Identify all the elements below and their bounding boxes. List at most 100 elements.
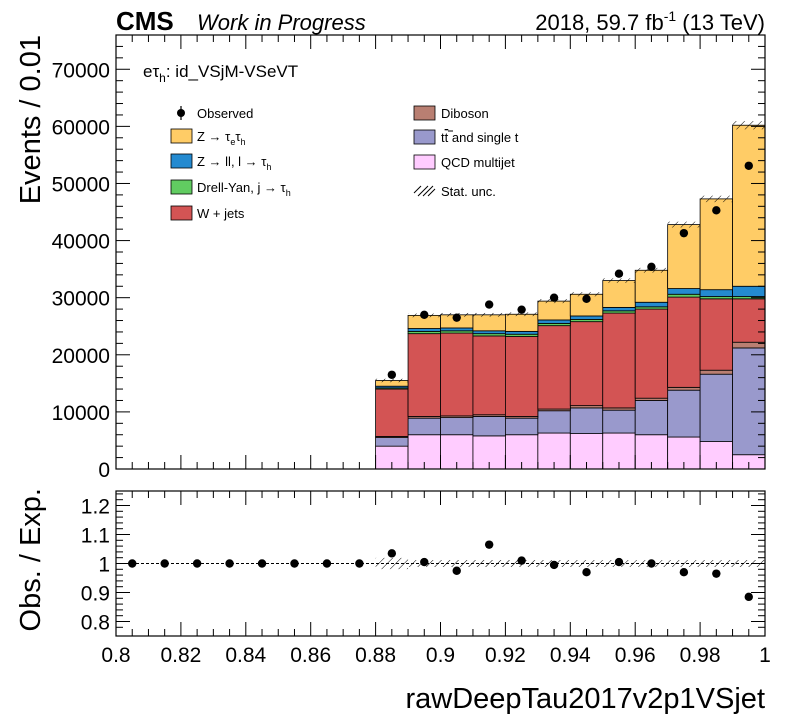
stat-band-14 [570, 292, 603, 297]
bar-ttbar-18 [699, 373, 733, 442]
y-tick-label: 50000 [52, 173, 110, 196]
bar-ttbar-9 [407, 417, 441, 436]
ratio-axes: 0.8 0.9 1 1.1 1.2 0.8 0.82 0.84 0.86 0.88 0.9 0.92 0… [81, 490, 771, 667]
main-axes: 0 10000 20000 30000 40000 50000 60000 70000 [52, 34, 766, 482]
bar-zll-14 [569, 315, 604, 320]
bar-diboson-18 [699, 369, 733, 375]
stack-bars [375, 124, 766, 470]
x-tick-label: 0.88 [355, 644, 396, 667]
observed-point-12 [517, 305, 526, 314]
ratio-point-7 [355, 559, 364, 568]
legend-entry-observed: Observed [177, 106, 253, 121]
x-tick-label: 0.8 [101, 644, 130, 667]
legend-label-dy: Drell-Yan, j → τh [197, 180, 291, 198]
x-tick-label: 0.92 [485, 644, 526, 667]
bar-ttbar-19 [732, 347, 766, 456]
ratio-point-10 [452, 566, 461, 575]
legend-label-observed: Observed [197, 106, 253, 121]
bar-ztt-13 [537, 300, 571, 321]
legend-entry-ttbar: tt and single t [413, 129, 519, 145]
legend-label-ztt: Z → τeτh [197, 129, 245, 147]
x-tick-label: 0.9 [426, 644, 455, 667]
legend: Observed Z → τeτh Z → ll, l → τh Drell-Y… [170, 105, 519, 221]
observed-point-11 [484, 300, 494, 309]
y-tick-label: 60000 [52, 116, 110, 139]
ratio-y-tick-label: 0.8 [81, 612, 110, 635]
bar-wjets-9 [407, 333, 441, 417]
legend-swatch-qcd [413, 154, 436, 170]
y-tick-label: 40000 [52, 231, 110, 254]
ratio-point-11 [484, 540, 494, 549]
bar-wjets-17 [667, 296, 701, 388]
bar-ttbar-10 [440, 417, 474, 436]
stat-band-11 [472, 312, 506, 317]
ratio-point-16 [647, 559, 656, 568]
legend-entry-stat: Stat. unc. [413, 184, 496, 199]
observed-points [387, 161, 753, 379]
lumi-label: 2018, 59.7 fb-1 (13 TeV) [535, 8, 765, 35]
bar-zll-15 [602, 306, 636, 312]
x-tick-label: 0.96 [615, 644, 656, 667]
y-tick-label: 20000 [52, 345, 110, 368]
bar-zll-10 [440, 327, 474, 332]
observed-point-8 [387, 370, 397, 379]
ratio-point-13 [549, 560, 559, 570]
observed-point-19 [744, 161, 753, 170]
ratio-point-14 [582, 568, 591, 577]
bar-ttbar-8 [375, 437, 409, 447]
ratio-stat-band-11 [472, 560, 506, 567]
legend-swatch-stat [413, 185, 436, 197]
ratio-y-axis-title: Obs. / Exp. [15, 488, 47, 631]
observed-point-14 [582, 294, 591, 304]
y-axis-title: Events / 0.01 [15, 35, 47, 204]
bar-ttbar-11 [472, 416, 506, 437]
ratio-point-5 [290, 559, 299, 568]
x-tick-label: 0.98 [680, 644, 721, 667]
legend-entry-zll: Z → ll, l → τh [170, 153, 271, 172]
bar-wjets-8 [375, 388, 409, 437]
ratio-point-9 [420, 557, 429, 567]
bar-zll-12 [504, 330, 539, 335]
ratio-point-1 [160, 559, 169, 568]
ratio-point-6 [322, 559, 332, 568]
legend-entry-diboson: Diboson [413, 105, 489, 121]
bar-ztt-16 [634, 269, 669, 303]
ratio-y-tick-label: 1.2 [81, 496, 110, 519]
legend-entry-wjets: W + jets [170, 205, 245, 221]
observed-point-15 [614, 269, 624, 278]
legend-entry-qcd: QCD multijet [413, 154, 515, 170]
observed-point-9 [420, 310, 429, 320]
y-tick-label: 10000 [52, 402, 110, 425]
y-tick-label: 30000 [52, 288, 110, 311]
x-tick-label: 0.84 [225, 644, 266, 667]
observed-point-16 [647, 262, 656, 272]
legend-label-stat: Stat. unc. [441, 184, 496, 199]
observed-point-18 [712, 206, 721, 215]
bar-zll-18 [699, 289, 733, 297]
bar-wjets-11 [472, 335, 506, 416]
ratio-point-12 [517, 556, 526, 565]
bar-wjets-15 [602, 312, 636, 409]
bar-ztt-11 [472, 314, 506, 332]
ratio-point-0 [128, 559, 137, 568]
bar-wjets-14 [569, 321, 604, 407]
channel-label: eτh: id_VSjM-VSeVT [143, 62, 298, 85]
status-label: Work in Progress [197, 10, 366, 35]
legend-swatch-wjets [170, 205, 193, 221]
stat-band-8 [375, 378, 409, 383]
bar-ztt-15 [602, 280, 636, 308]
ratio-y-tick-label: 1 [98, 554, 110, 577]
stat-band-15 [602, 278, 636, 283]
bar-ttbar-15 [602, 409, 636, 434]
observed-point-13 [549, 293, 559, 302]
bar-ttbar-13 [537, 410, 571, 434]
ratio-plot: 0.8 0.9 1 1.1 1.2 0.8 0.82 0.84 0.86 0.88 0.9 0.92 0… [81, 490, 771, 667]
bar-zll-13 [537, 319, 571, 324]
ratio-y-tick-label: 0.9 [81, 583, 110, 606]
x-tick-label: 0.94 [550, 644, 591, 667]
bar-wjets-18 [699, 298, 733, 371]
bar-wjets-12 [504, 336, 539, 417]
ratio-point-17 [679, 568, 689, 577]
ratio-point-2 [192, 559, 202, 568]
